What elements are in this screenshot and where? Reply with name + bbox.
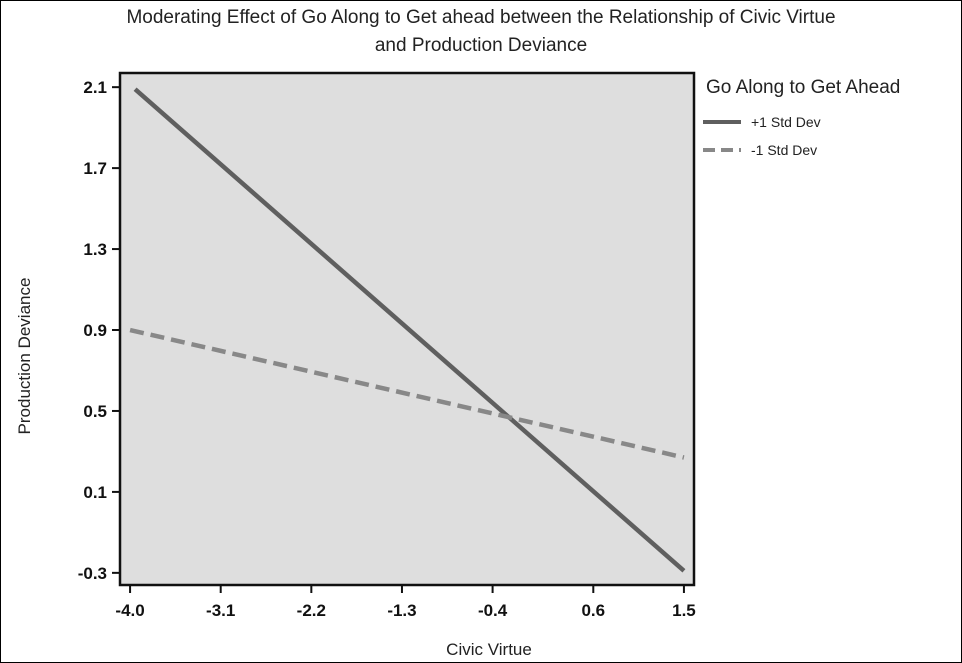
legend-title: Go Along to Get Ahead: [706, 77, 900, 98]
y-tick-label: 0.9: [83, 321, 107, 340]
y-tick-label: 0.5: [83, 402, 107, 421]
legend-label: -1 Std Dev: [751, 142, 817, 158]
chart-title-line-2: and Production Deviance: [375, 35, 587, 56]
y-tick-label: 2.1: [83, 78, 107, 97]
x-axis-label: Civic Virtue: [446, 640, 532, 659]
legend-label: +1 Std Dev: [751, 114, 821, 130]
series-line-minus-1-std-dev: [129, 327, 685, 460]
x-tick-label: 0.6: [581, 601, 605, 620]
legend-items: +1 Std Dev -1 Std Dev: [703, 114, 821, 158]
x-axis: -4.0 -3.1 -2.2 -1.3 -0.4 0.6 1.5: [115, 585, 696, 620]
y-tick-label: 0.1: [83, 483, 107, 502]
y-tick-label: 1.3: [83, 240, 107, 259]
x-tick-label: -4.0: [115, 601, 144, 620]
y-axis: 2.1 1.7 1.3 0.9 0.5 0.1 -0.3: [78, 78, 120, 583]
x-tick-label: 1.5: [672, 601, 696, 620]
y-axis-label: Production Deviance: [15, 278, 34, 435]
x-tick-label: -3.1: [206, 601, 235, 620]
y-tick-label: 1.7: [83, 159, 107, 178]
x-tick-label: -0.4: [478, 601, 508, 620]
series-lines: [129, 87, 686, 573]
chart-title-line-1: Moderating Effect of Go Along to Get ahe…: [126, 7, 835, 28]
x-tick-label: -1.3: [387, 601, 416, 620]
x-tick-label: -2.2: [297, 601, 326, 620]
y-tick-label: -0.3: [78, 564, 107, 583]
legend: Go Along to Get Ahead +1 Std Dev -1 Std D…: [703, 77, 900, 158]
series-line-plus-1-std-dev: [133, 87, 686, 573]
